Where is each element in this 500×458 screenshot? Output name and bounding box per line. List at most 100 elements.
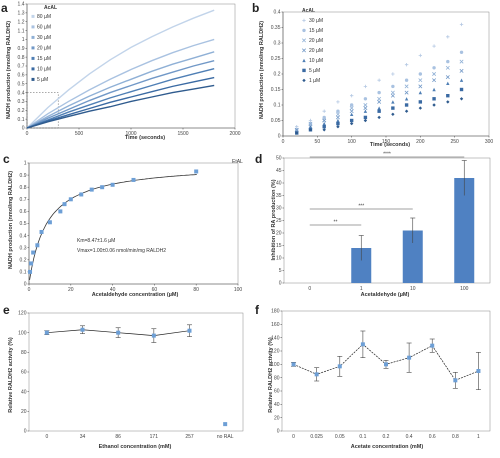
panel-c-ylabel: NADH production (nmol/mg RALDH2) xyxy=(8,171,14,269)
panel-c-xlabel: Acetaldehyde concentration (µM) xyxy=(92,292,179,298)
panel-d-xtick-label: 10 xyxy=(410,286,416,292)
panel-b-point xyxy=(363,109,368,113)
panel-e-xtick-label: 0 xyxy=(45,434,48,440)
panel-b-legend-marker xyxy=(302,18,306,23)
panel-b-point xyxy=(404,109,409,113)
panel-b-point xyxy=(446,35,450,39)
panel-d-xtick-label: 0 xyxy=(308,286,311,292)
panel-c: c EtAL Acetaldehyde concentration (µM) N… xyxy=(3,152,243,298)
panel-d: d Acetaldehyde (µM) Inhibition of RA pro… xyxy=(255,152,491,298)
panel-b-point xyxy=(404,78,409,82)
panel-b-point xyxy=(418,72,423,76)
panel-b-point xyxy=(446,59,450,64)
panel-b-xtick-label: 0 xyxy=(282,139,285,145)
panel-b-point xyxy=(336,100,340,104)
panel-c-fit-curve xyxy=(29,174,197,280)
panel-f-xtick-label: 0.2 xyxy=(383,434,390,440)
panel-a-series-line xyxy=(26,9,215,129)
panel-b-point xyxy=(294,127,299,132)
panel-c-point xyxy=(58,209,63,214)
panel-b-point xyxy=(404,103,409,107)
panel-b-point xyxy=(349,106,354,111)
panel-b-point xyxy=(432,78,437,83)
panel-d-ytick-label: 20 xyxy=(276,231,282,237)
panel-b-point xyxy=(391,72,395,76)
panel-b-point xyxy=(391,106,395,110)
panel-b-point xyxy=(336,121,340,126)
panel-d-significance-label: *** xyxy=(358,204,364,210)
panel-b-point xyxy=(349,109,354,114)
panel-a-ytick-label: 1 xyxy=(22,37,25,43)
panel-d-ytick-label: 0 xyxy=(279,281,282,287)
panel-e-frame xyxy=(28,312,244,432)
panel-b-point xyxy=(418,84,423,89)
panel-d-bar xyxy=(351,248,372,283)
panel-e-xlabel: Ethanol concentration (mM) xyxy=(99,444,172,450)
panel-c-point xyxy=(89,187,94,192)
panel-b-point xyxy=(336,125,340,129)
panel-d-ytick-label: 5 xyxy=(279,268,282,274)
panel-b: b Time (seconds) NADH production (nmol/m… xyxy=(252,1,493,148)
panel-c-plot: 0 0.1 0.2 0.3 0.4 0.5 0.6 0.7 0.8 0.9 1 0 20 40 60 80 10… xyxy=(20,161,243,293)
panel-c-point xyxy=(47,220,52,225)
panel-e-ytick-label: 20 xyxy=(21,409,27,415)
panel-b-point xyxy=(459,22,464,27)
panel-d-xtick-label: 100 xyxy=(460,286,469,292)
panel-b-point xyxy=(308,118,313,123)
panel-b-point xyxy=(432,44,436,48)
panel-b-point xyxy=(349,94,354,98)
panel-b-point xyxy=(404,63,409,67)
panel-c-xtick-label: 100 xyxy=(234,287,243,293)
panel-f-letter: f xyxy=(255,303,260,317)
panel-b-legend-marker xyxy=(302,58,306,63)
panel-b-point xyxy=(377,109,381,113)
panel-b-point xyxy=(322,115,326,120)
panel-a-series-line xyxy=(26,38,215,129)
panel-b-point xyxy=(432,97,436,101)
panel-a-legend-label: 60 µM xyxy=(37,25,51,31)
panel-b-xtick-label: 50 xyxy=(315,139,321,145)
panel-a-ytick-label: 0.6 xyxy=(18,73,25,79)
panel-b-legend-label: 5 µM xyxy=(309,68,320,74)
panel-e-point xyxy=(44,330,49,335)
panel-b-point xyxy=(363,84,368,89)
panel-a-legend-label: 10 µM xyxy=(37,67,51,73)
panel-a-ytick-label: 0.3 xyxy=(18,99,25,105)
panel-a-series-line xyxy=(26,84,215,129)
panel-c-point xyxy=(131,177,136,182)
panel-c-ytick-label: 0.3 xyxy=(20,245,27,251)
panel-a-ytick-label: 0.8 xyxy=(18,55,25,61)
panel-b-point xyxy=(459,50,464,54)
panel-e-letter: e xyxy=(3,303,10,317)
panel-f-point xyxy=(314,372,319,377)
panel-b-point xyxy=(418,90,423,95)
panel-b-point xyxy=(391,100,395,104)
panel-b-point xyxy=(363,103,368,107)
panel-c-ytick-label: 0.6 xyxy=(20,209,27,215)
panel-b-legend-marker xyxy=(302,28,306,33)
panel-b-point xyxy=(391,112,395,116)
panel-c-point xyxy=(79,192,84,197)
panel-b-ytick-label: 0.1 xyxy=(274,103,281,109)
panel-b-point xyxy=(446,81,450,85)
panel-a-series-line xyxy=(26,60,215,129)
panel-a-legend-swatch xyxy=(31,35,35,39)
panel-b-point xyxy=(308,125,313,129)
panel-a-xtick-label: 0 xyxy=(26,131,29,137)
panel-b-point xyxy=(459,87,464,92)
panel-a-ylabel: NADH production (nmol/mg RALDH2) xyxy=(6,21,12,119)
panel-a: a Time (seconds) NADH production (nmol/m… xyxy=(1,1,241,141)
panel-c-ytick-label: 0.5 xyxy=(20,221,27,227)
panel-b-point xyxy=(377,106,381,110)
panel-f-point xyxy=(337,364,342,369)
panel-b-point xyxy=(390,90,395,95)
panel-b-point xyxy=(432,103,436,107)
panel-a-legend-label: 15 µM xyxy=(37,56,51,62)
panel-b-point xyxy=(446,100,450,104)
panel-b-legend-label: 30 µM xyxy=(309,18,323,24)
panel-a-plot: 0 0.1 0.2 0.3 0.4 0.5 0.6 0.7 0.8 0.9 1 1.1 1.2 1.3 1.… xyxy=(18,2,241,137)
panel-e-point xyxy=(116,330,121,335)
panel-b-ytick-label: 0.35 xyxy=(271,25,281,31)
panel-b-point xyxy=(336,118,340,123)
panel-f-xtick-label: 0.4 xyxy=(406,434,413,440)
